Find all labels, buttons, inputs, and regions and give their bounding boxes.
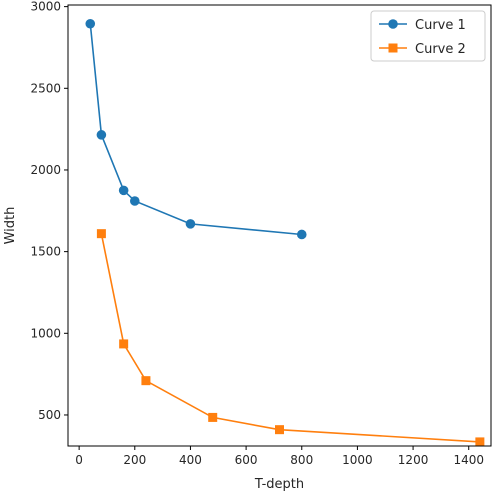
data-point-series-1 — [85, 18, 96, 29]
data-point-series-1 — [118, 185, 129, 196]
x-tick-label: 1200 — [398, 453, 429, 467]
data-point-series-1 — [296, 229, 307, 240]
plot-area-frame — [67, 4, 492, 447]
data-point-series-1 — [96, 130, 107, 140]
y-tick-label: 1500 — [30, 245, 61, 259]
y-axis-ticks: 500 1000 1500 2000 2500 3000 — [30, 0, 68, 422]
data-point-series-2 — [275, 425, 284, 435]
y-tick-label: 500 — [38, 408, 61, 422]
legend-label: Curve 1 — [415, 18, 466, 33]
legend-marker-1 — [388, 19, 398, 29]
y-tick-label: 2000 — [30, 163, 61, 177]
legend-label: Curve 2 — [415, 42, 466, 57]
data-point-series-2 — [119, 339, 129, 349]
series-lines — [89, 23, 480, 443]
data-point-series-2 — [208, 412, 218, 422]
data-point-series-2 — [96, 229, 106, 239]
x-tick-label: 1000 — [342, 453, 373, 467]
x-axis-title: T-depth — [254, 477, 304, 492]
x-tick-label: 0 — [75, 453, 83, 467]
data-point-series-1 — [129, 196, 140, 206]
y-axis-title: Width — [3, 207, 18, 245]
legend-marker-2 — [388, 43, 398, 53]
data-point-series-2 — [141, 376, 151, 386]
x-tick-label: 200 — [123, 453, 146, 467]
y-tick-label: 2500 — [30, 81, 61, 95]
series-line-2 — [100, 233, 480, 443]
series-markers — [85, 18, 485, 447]
data-point-series-1 — [185, 219, 196, 229]
y-tick-label: 1000 — [30, 326, 61, 340]
legend: Curve 1 Curve 2 — [370, 10, 486, 62]
data-point-series-2 — [475, 437, 485, 447]
x-tick-label: 800 — [290, 453, 313, 467]
x-tick-label: 400 — [179, 453, 202, 467]
y-tick-label: 3000 — [30, 0, 61, 14]
series-line-1 — [89, 23, 302, 236]
x-tick-label: 600 — [235, 453, 258, 467]
x-axis-ticks: 0 200 400 600 800 1000 1200 1400 — [75, 446, 484, 467]
x-tick-label: 1400 — [453, 453, 484, 467]
